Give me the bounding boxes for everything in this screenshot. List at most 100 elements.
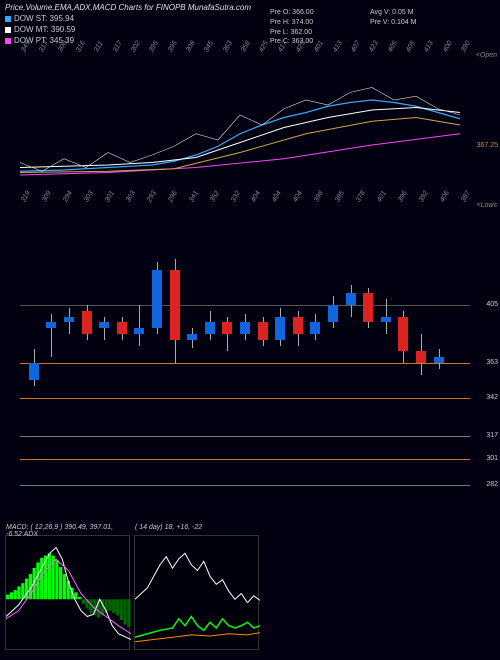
x-tick: 316 xyxy=(75,40,87,54)
adx-panel: ( 14 day) 18, +16, -22 xyxy=(134,535,259,650)
x-tick: 396 xyxy=(397,190,409,204)
x-tick: 404 xyxy=(271,190,283,204)
p2-y-label: <Lows xyxy=(477,202,497,209)
x-tick: 404 xyxy=(250,190,262,204)
h-line xyxy=(20,485,470,486)
x-tick: 385 xyxy=(334,190,346,204)
candle-body xyxy=(275,317,285,340)
macd-svg xyxy=(6,536,131,651)
candle-body xyxy=(170,270,180,340)
legend-item: DOW MT: 390.59 xyxy=(5,25,75,34)
candle-body xyxy=(398,317,408,352)
x-tick: 395 xyxy=(167,40,179,54)
macd-label: MACD: xyxy=(6,524,29,531)
y-tick: 282 xyxy=(486,481,498,488)
candle-body xyxy=(416,351,426,363)
x-tick: 308 xyxy=(185,40,197,54)
indicator-panels: MACD: ( 12,26,9 ) 390.49, 397.01, -6.52 … xyxy=(5,535,259,650)
p2-x-axis: 3193092943033013032932963413523324044044… xyxy=(0,200,500,212)
candle-body xyxy=(29,363,39,380)
x-tick: 303 xyxy=(83,190,95,204)
x-tick: 345 xyxy=(203,40,215,54)
x-tick: 401 xyxy=(313,40,325,54)
x-tick: 332 xyxy=(230,190,242,204)
x-tick: 293 xyxy=(146,190,158,204)
ema-lines-svg xyxy=(0,50,500,190)
candle-wick xyxy=(104,317,105,340)
candle-body xyxy=(82,311,92,334)
h-line xyxy=(20,436,470,437)
x-tick: 405 xyxy=(405,40,417,54)
candle-body xyxy=(310,322,320,334)
legend-item: DOW ST: 395.94 xyxy=(5,14,75,23)
candle-body xyxy=(222,322,232,334)
x-tick: 395 xyxy=(148,40,160,54)
x-tick: 294 xyxy=(62,190,74,204)
x-tick: 400 xyxy=(442,40,454,54)
x-tick: 378 xyxy=(355,190,367,204)
h-line xyxy=(20,398,470,399)
x-tick: 406 xyxy=(439,190,451,204)
y-tick: 317 xyxy=(486,432,498,439)
candle-body xyxy=(99,322,109,328)
candle-body xyxy=(328,305,338,322)
ema-panel: 3453173003163113173023953953083453633584… xyxy=(0,50,500,190)
x-tick: 341 xyxy=(188,190,200,204)
macd-panel: MACD: ( 12,26,9 ) 390.49, 397.01, -6.52 … xyxy=(5,535,130,650)
x-tick: 392 xyxy=(418,190,430,204)
x-tick: 387 xyxy=(460,190,472,204)
adx-svg xyxy=(135,536,260,651)
y-tick: 405 xyxy=(486,301,498,308)
x-tick: 405 xyxy=(387,40,399,54)
candle-panel: 3193092943033013032932963413523324044044… xyxy=(0,200,500,510)
candle-body xyxy=(152,270,162,328)
x-tick: 303 xyxy=(125,190,137,204)
h-line xyxy=(20,363,470,364)
x-tick: 363 xyxy=(222,40,234,54)
x-tick: 301 xyxy=(104,190,116,204)
x-tick: 309 xyxy=(41,190,53,204)
x-tick: 398 xyxy=(313,190,325,204)
y-tick: 342 xyxy=(486,394,498,401)
x-tick: 425 xyxy=(258,40,270,54)
candle-body xyxy=(346,293,356,305)
candle-wick xyxy=(51,314,52,358)
candle-body xyxy=(64,317,74,323)
chart-title: Price,Volume,EMA,ADX,MACD Charts for FIN… xyxy=(0,0,500,15)
candle-wick xyxy=(139,305,140,346)
candle-body xyxy=(187,334,197,340)
x-tick: 401 xyxy=(376,190,388,204)
candle-body xyxy=(240,322,250,334)
candle-body xyxy=(363,293,373,322)
p1-y-label: <Open xyxy=(476,52,497,59)
x-tick: 358 xyxy=(240,40,252,54)
candle-body xyxy=(434,357,444,363)
candle-body xyxy=(293,317,303,334)
y-tick: 301 xyxy=(486,455,498,462)
x-tick: 404 xyxy=(292,190,304,204)
volume-info: Avg V: 0.05 MPre V: 0.104 M xyxy=(370,8,416,28)
h-line xyxy=(20,459,470,460)
x-tick: 352 xyxy=(209,190,221,204)
x-tick: 317 xyxy=(112,40,124,54)
x-tick: 407 xyxy=(350,40,362,54)
x-tick: 319 xyxy=(20,190,32,204)
x-tick: 413 xyxy=(332,40,344,54)
candle-body xyxy=(117,322,127,334)
x-tick: 302 xyxy=(130,40,142,54)
x-tick: 413 xyxy=(423,40,435,54)
candle-body xyxy=(381,317,391,323)
candle-body xyxy=(46,322,56,328)
candle-body xyxy=(258,322,268,339)
candle-body xyxy=(205,322,215,334)
x-tick: 296 xyxy=(167,190,179,204)
adx-info: ( 14 day) 18, +16, -22 xyxy=(135,524,202,531)
y-tick: 363 xyxy=(486,359,498,366)
x-tick: 390 xyxy=(460,40,472,54)
candle-body xyxy=(134,328,144,334)
price-marker: 367.25 xyxy=(477,142,498,149)
p1-x-axis: 3453173003163113173023953953083453633584… xyxy=(0,50,500,62)
x-tick: 311 xyxy=(93,40,105,53)
ohlc-info: Pre O: 366.00Pre H: 374.00Pre L: 362.00P… xyxy=(270,8,314,47)
x-tick: 423 xyxy=(368,40,380,54)
